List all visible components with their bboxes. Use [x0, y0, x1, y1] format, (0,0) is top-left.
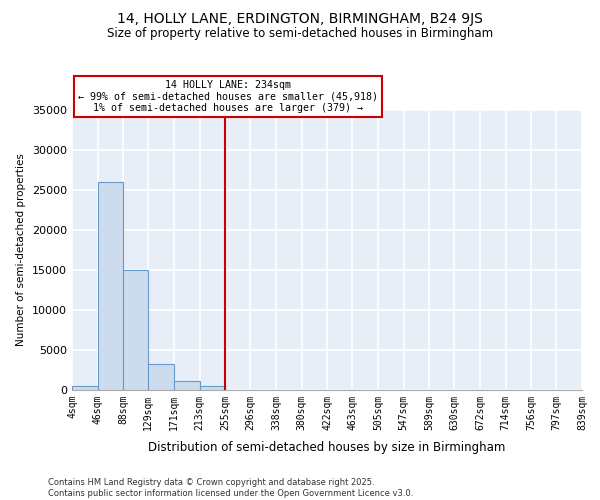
- Bar: [124, 270, 148, 390]
- Bar: [98, 182, 124, 390]
- Text: Size of property relative to semi-detached houses in Birmingham: Size of property relative to semi-detach…: [107, 28, 493, 40]
- Bar: [174, 381, 200, 390]
- Y-axis label: Number of semi-detached properties: Number of semi-detached properties: [16, 154, 26, 346]
- Text: 14, HOLLY LANE, ERDINGTON, BIRMINGHAM, B24 9JS: 14, HOLLY LANE, ERDINGTON, BIRMINGHAM, B…: [117, 12, 483, 26]
- Bar: [148, 364, 174, 390]
- X-axis label: Distribution of semi-detached houses by size in Birmingham: Distribution of semi-detached houses by …: [148, 441, 506, 454]
- Text: 14 HOLLY LANE: 234sqm
← 99% of semi-detached houses are smaller (45,918)
1% of s: 14 HOLLY LANE: 234sqm ← 99% of semi-deta…: [78, 80, 378, 113]
- Bar: [72, 386, 98, 390]
- Text: Contains HM Land Registry data © Crown copyright and database right 2025.
Contai: Contains HM Land Registry data © Crown c…: [48, 478, 413, 498]
- Bar: [200, 386, 226, 390]
